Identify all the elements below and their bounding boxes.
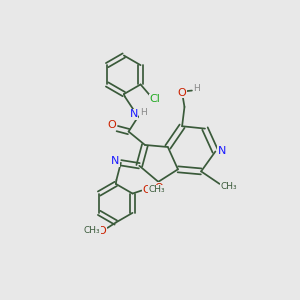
Text: H: H	[140, 108, 147, 117]
Text: Cl: Cl	[149, 94, 160, 104]
Text: H: H	[193, 84, 200, 93]
Text: N: N	[130, 109, 138, 119]
Text: O: O	[98, 226, 106, 236]
Text: N: N	[111, 156, 119, 166]
Text: O: O	[142, 185, 151, 195]
Text: CH₃: CH₃	[84, 226, 100, 235]
Text: CH₃: CH₃	[220, 182, 237, 191]
Text: O: O	[178, 88, 187, 98]
Text: O: O	[154, 183, 163, 193]
Text: N: N	[218, 146, 226, 156]
Text: CH₃: CH₃	[148, 185, 165, 194]
Text: O: O	[107, 120, 116, 130]
